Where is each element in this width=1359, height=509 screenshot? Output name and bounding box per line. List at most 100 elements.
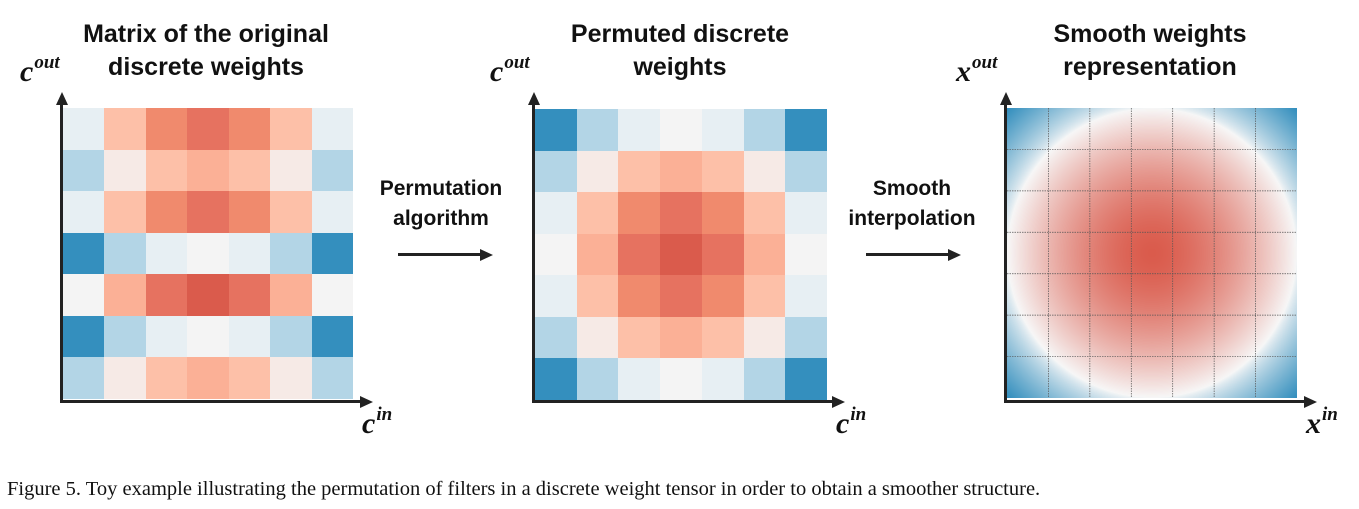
y-axis — [532, 100, 535, 403]
matrix-cell — [535, 192, 577, 234]
matrix-cell — [535, 316, 577, 359]
label-sup: out — [34, 52, 60, 73]
panel-3-title: Smooth weights representation — [980, 18, 1320, 84]
matrix-cell — [63, 108, 105, 150]
matrix-cell — [743, 192, 786, 234]
matrix-cell — [618, 233, 661, 276]
matrix-cell — [701, 109, 744, 151]
step-permutation-label: Permutation algorithm — [356, 174, 526, 234]
matrix-cell — [701, 316, 744, 359]
x-axis — [1004, 400, 1306, 403]
matrix-cell — [311, 315, 353, 358]
matrix-cell — [576, 150, 619, 193]
matrix-cell — [785, 192, 827, 234]
matrix-cell — [660, 150, 702, 193]
matrix-cell — [660, 233, 702, 276]
matrix-cell — [187, 191, 229, 233]
matrix-cell — [785, 150, 827, 193]
matrix-cell — [145, 232, 188, 275]
matrix-cell — [535, 150, 577, 193]
panel-2-title: Permuted discrete weights — [510, 18, 850, 84]
permutation-arrowhead — [480, 248, 493, 261]
label-base: c — [362, 407, 376, 440]
y-axis — [1004, 100, 1007, 403]
matrix-cell — [145, 315, 188, 358]
matrix-cell — [63, 315, 105, 358]
matrix-cell — [270, 108, 312, 150]
matrix-cell — [63, 191, 105, 233]
matrix-cell — [228, 274, 271, 316]
matrix-cell — [618, 316, 661, 359]
label-base: x — [1306, 407, 1321, 440]
matrix-cell — [743, 316, 786, 359]
matrix-cell — [660, 109, 702, 151]
matrix-cell — [63, 149, 105, 192]
panel-2-x-label: cin — [836, 404, 866, 441]
matrix-cell — [187, 149, 229, 192]
matrix-cell — [576, 316, 619, 359]
matrix-cell — [104, 315, 146, 358]
matrix-cell — [743, 275, 786, 317]
matrix-cell — [187, 108, 229, 150]
matrix-cell — [701, 358, 744, 400]
matrix-cell — [145, 274, 188, 316]
matrix-cell — [701, 150, 744, 193]
y-axis-arrowhead — [55, 92, 68, 105]
interpolation-arrow — [866, 253, 950, 256]
matrix-cell — [145, 149, 188, 192]
matrix-cell — [311, 191, 353, 233]
matrix-cell — [618, 109, 661, 151]
step-line: algorithm — [393, 207, 489, 230]
title-line: representation — [1063, 53, 1237, 81]
step-interpolation-label: Smooth interpolation — [827, 174, 997, 234]
smooth-grid-overlay — [1007, 108, 1297, 398]
smooth-weights-field — [1007, 108, 1297, 398]
matrix-cell — [618, 358, 661, 400]
matrix-cell — [228, 191, 271, 233]
matrix-cell — [576, 275, 619, 317]
matrix-cell — [701, 233, 744, 276]
title-line: weights — [633, 53, 727, 81]
matrix-cell — [743, 233, 786, 276]
matrix-cell — [576, 192, 619, 234]
matrix-cell — [660, 358, 702, 400]
label-sup: in — [1322, 404, 1338, 425]
matrix-cell — [311, 108, 353, 150]
interpolation-arrowhead — [948, 248, 961, 261]
matrix-cell — [785, 358, 827, 400]
panel-3-y-label: xout — [956, 52, 997, 89]
matrix-cell — [311, 274, 353, 316]
matrix-cell — [535, 358, 577, 400]
step-line: Permutation — [379, 177, 503, 200]
x-axis-arrowhead — [360, 395, 373, 408]
matrix-cell — [104, 108, 146, 150]
y-axis — [60, 100, 63, 403]
matrix-cell — [228, 357, 271, 399]
title-line: discrete weights — [108, 53, 304, 81]
matrix-cell — [660, 275, 702, 317]
matrix-cell — [701, 275, 744, 317]
matrix-cell — [187, 357, 229, 399]
x-axis — [60, 400, 362, 403]
matrix-cell — [63, 274, 105, 316]
label-base: c — [490, 55, 504, 88]
matrix-cell — [311, 149, 353, 192]
figure-caption: Figure 5. Toy example illustrating the p… — [7, 478, 1041, 500]
label-sup: in — [850, 404, 867, 425]
matrix-cell — [618, 275, 661, 317]
matrix-cell — [104, 232, 146, 275]
matrix-cell — [743, 358, 786, 400]
panel-1-y-label: cout — [20, 52, 60, 89]
matrix-cell — [311, 357, 353, 399]
label-base: c — [836, 407, 850, 440]
matrix-cell — [311, 232, 353, 275]
panel-3-x-label: xin — [1306, 404, 1338, 441]
matrix-cell — [270, 149, 312, 192]
step-line: interpolation — [848, 207, 976, 230]
matrix-cell — [535, 233, 577, 276]
matrix-cell — [576, 109, 619, 151]
matrix-cell — [785, 109, 827, 151]
y-axis-arrowhead — [999, 92, 1012, 105]
original-weights-matrix — [63, 108, 353, 399]
matrix-cell — [145, 357, 188, 399]
